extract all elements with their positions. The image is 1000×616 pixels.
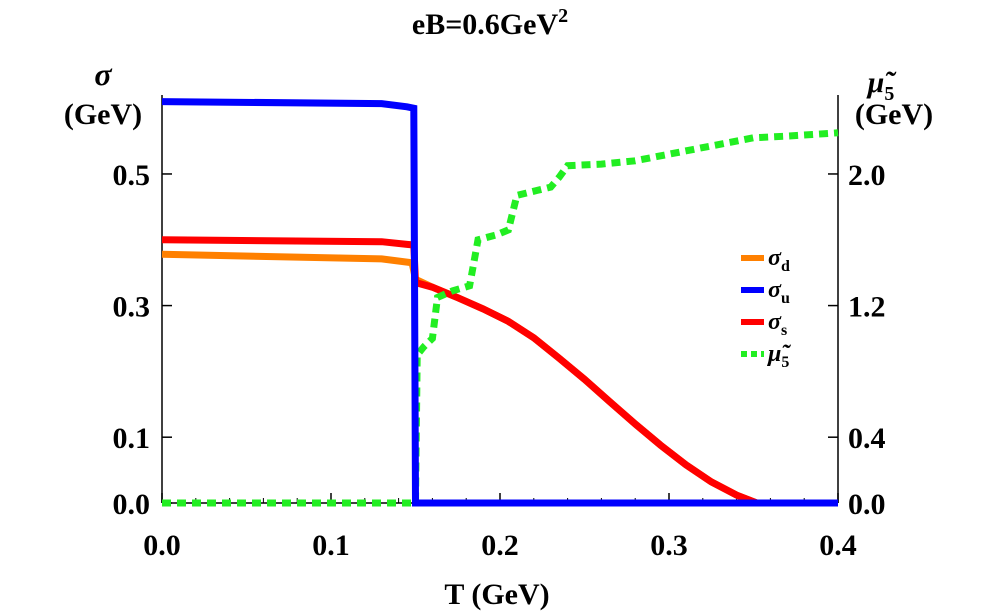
x-tick-label: 0.3 [650, 529, 688, 562]
y-tick-label: 0.1 [113, 422, 151, 455]
series-line-s [161, 236, 838, 507]
y-tick-label: 0.3 [113, 291, 151, 324]
series-line-u [161, 98, 838, 507]
y-axis-unit: (GeV) [64, 98, 142, 131]
series-group [161, 98, 839, 507]
ticks-group: 0.0 0.1 0.2 0.3 0.4 0.0 0.1 0.3 0.5 0.0 0.4 1.2 2.0 [113, 159, 886, 562]
chart-title-superscript: 2 [558, 5, 568, 27]
x-axis-label: T (GeV) [444, 578, 549, 611]
series-line-5 [162, 129, 839, 507]
y2-axis-unit: (GeV) [855, 98, 933, 131]
legend-label-s: σs [768, 309, 787, 339]
y2-tick-label: 0.0 [848, 488, 886, 521]
x-tick-label: 0.2 [481, 529, 519, 562]
chart-title-text: eB=0.6GeV [412, 8, 559, 41]
y-tick-label: 0.0 [113, 488, 151, 521]
axes-frame [161, 95, 839, 504]
series-line-d [161, 250, 838, 507]
legend-label-u: σu [768, 277, 790, 307]
y2-axis-subscript: 5 [884, 83, 894, 105]
x-tick-label: 0.1 [312, 529, 350, 562]
x-tick-label: 0.0 [143, 529, 181, 562]
chart-title: eB=0.6GeV2 [412, 5, 568, 41]
legend-label-d: σd [768, 245, 790, 275]
x-tick-label: 0.4 [819, 529, 857, 562]
y2-tick-label: 1.2 [848, 291, 886, 324]
y-axis-symbol: σ [94, 56, 112, 92]
y2-tick-label: 2.0 [848, 159, 886, 192]
y-tick-label: 0.5 [113, 159, 151, 192]
legend-label-5: μ̃5 [766, 341, 791, 371]
y2-tick-label: 0.4 [848, 422, 886, 455]
